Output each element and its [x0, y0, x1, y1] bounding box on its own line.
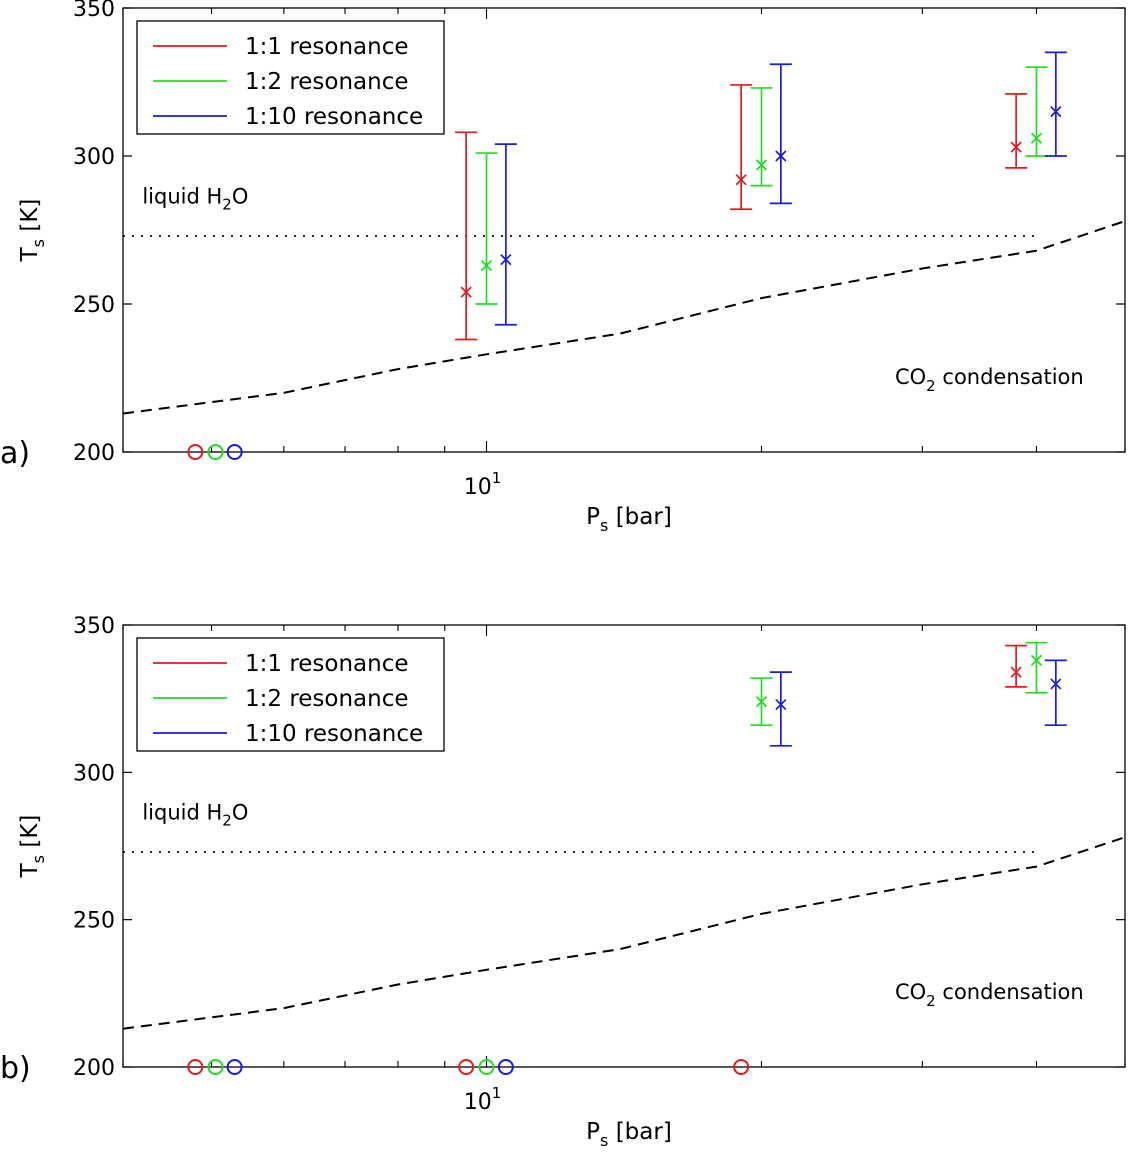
- y-tick-label: 250: [73, 909, 115, 934]
- circle-marker: [226, 1059, 243, 1075]
- y-tick-label: 350: [73, 614, 115, 639]
- y-axis-label-unit: [K]: [17, 199, 43, 239]
- circle-marker: [226, 444, 243, 460]
- panel-label: b): [0, 1051, 31, 1086]
- x-tick-label-base: 10: [464, 475, 492, 500]
- co2-condensation-label: CO2 condensation: [895, 365, 1084, 395]
- x-axis-label-sub: s: [600, 516, 608, 535]
- series-3: [226, 659, 1067, 1075]
- y-axis-label: Ts [K]: [17, 815, 48, 879]
- y-axis-label-sub: s: [29, 855, 48, 863]
- liquid-water-label-sub: 2: [222, 811, 232, 829]
- y-tick-label: 300: [73, 761, 115, 786]
- legend: 1:1 resonance 1:2 resonance 1:10 resonance: [136, 637, 445, 752]
- series-2: [207, 66, 1048, 460]
- y-tick-label: 350: [73, 0, 115, 22]
- legend-entry: 1:1 resonance: [245, 651, 409, 677]
- circle-marker: [458, 1059, 475, 1075]
- y-axis-label-unit: [K]: [17, 815, 43, 855]
- plot-frame: [122, 624, 1126, 1068]
- x-axis-label-sub: s: [600, 1131, 608, 1150]
- data-point-marker: [480, 259, 493, 272]
- y-tick-label: 200: [73, 441, 115, 466]
- co2-label-post: condensation: [936, 980, 1084, 1004]
- y-tick-label: 250: [73, 293, 115, 318]
- liquid-water-label: liquid H2O: [142, 184, 248, 213]
- data-point-marker: [775, 698, 787, 711]
- legend-entry: 1:2 resonance: [245, 69, 409, 95]
- x-tick-label-base: 10: [464, 1090, 492, 1115]
- y-axis-label: Ts [K]: [17, 199, 48, 263]
- x-axis-label-unit: [bar]: [608, 1119, 671, 1145]
- data-point-marker: [755, 696, 768, 708]
- data-point-marker: [500, 253, 512, 266]
- y-tick-label: 300: [73, 145, 115, 170]
- data-point-marker: [1010, 666, 1022, 678]
- x-axis-label-main: P: [586, 1119, 600, 1145]
- liquid-water-label: liquid H2O: [142, 800, 248, 829]
- data-point-marker: [755, 159, 768, 171]
- legend-entry: 1:1 resonance: [245, 34, 409, 60]
- y-axis-label-main: T: [17, 862, 43, 878]
- data-point-marker: [1030, 654, 1043, 666]
- legend-entry: 1:10 resonance: [245, 721, 423, 747]
- liquid-water-label-text: liquid H: [142, 184, 222, 208]
- circle-marker: [207, 1059, 224, 1075]
- plot-frame: [122, 7, 1126, 453]
- co2-label-post: condensation: [936, 365, 1084, 389]
- x-axis-label: Ps [bar]: [586, 1119, 672, 1150]
- x-axis-label-main: P: [586, 504, 600, 530]
- data-point-marker: [460, 286, 472, 298]
- liquid-water-label-after: O: [232, 800, 249, 824]
- x-tick-label-exponent: 1: [492, 1084, 502, 1102]
- y-axis-label-main: T: [17, 246, 43, 262]
- circle-marker: [207, 444, 224, 460]
- data-point-marker: [735, 174, 747, 186]
- x-axis-label: Ps [bar]: [586, 504, 672, 535]
- series-1: [187, 84, 1028, 460]
- x-tick-label-exponent: 1: [492, 469, 502, 487]
- circle-marker: [478, 1059, 495, 1075]
- co2-label-sub: 2: [926, 377, 936, 395]
- series-3: [226, 51, 1067, 460]
- x-tick-label: 101: [464, 469, 502, 500]
- data-point-marker: [1050, 105, 1062, 118]
- data-point-marker: [1050, 678, 1062, 690]
- x-axis-label-unit: [bar]: [608, 504, 671, 530]
- co2-label-pre: CO: [895, 980, 926, 1004]
- data-point-marker: [1010, 141, 1022, 153]
- series-2: [207, 641, 1048, 1075]
- co2-label-sub: 2: [926, 992, 936, 1010]
- legend-entry: 1:10 resonance: [245, 104, 423, 130]
- legend: 1:1 resonance 1:2 resonance 1:10 resonance: [136, 20, 445, 135]
- co2-condensation-curve: [122, 836, 1126, 1030]
- series-1: [187, 644, 1028, 1075]
- co2-condensation-label: CO2 condensation: [895, 980, 1084, 1010]
- liquid-water-label-text: liquid H: [142, 800, 222, 824]
- legend-entry: 1:2 resonance: [245, 686, 409, 712]
- circle-marker: [187, 444, 204, 460]
- liquid-water-label-sub: 2: [222, 195, 232, 213]
- circle-marker: [187, 1059, 204, 1075]
- co2-condensation-curve: [122, 220, 1126, 415]
- data-point-marker: [775, 150, 787, 162]
- circle-marker: [733, 1059, 750, 1075]
- liquid-water-label-after: O: [232, 184, 249, 208]
- y-tick-label: 200: [73, 1056, 115, 1081]
- panel-label: a): [0, 436, 30, 471]
- legend-box: [136, 637, 445, 752]
- data-point-marker: [1030, 132, 1043, 144]
- x-tick-label: 101: [464, 1084, 502, 1115]
- co2-label-pre: CO: [895, 365, 926, 389]
- y-axis-label-sub: s: [29, 239, 48, 247]
- circle-marker: [497, 1059, 514, 1075]
